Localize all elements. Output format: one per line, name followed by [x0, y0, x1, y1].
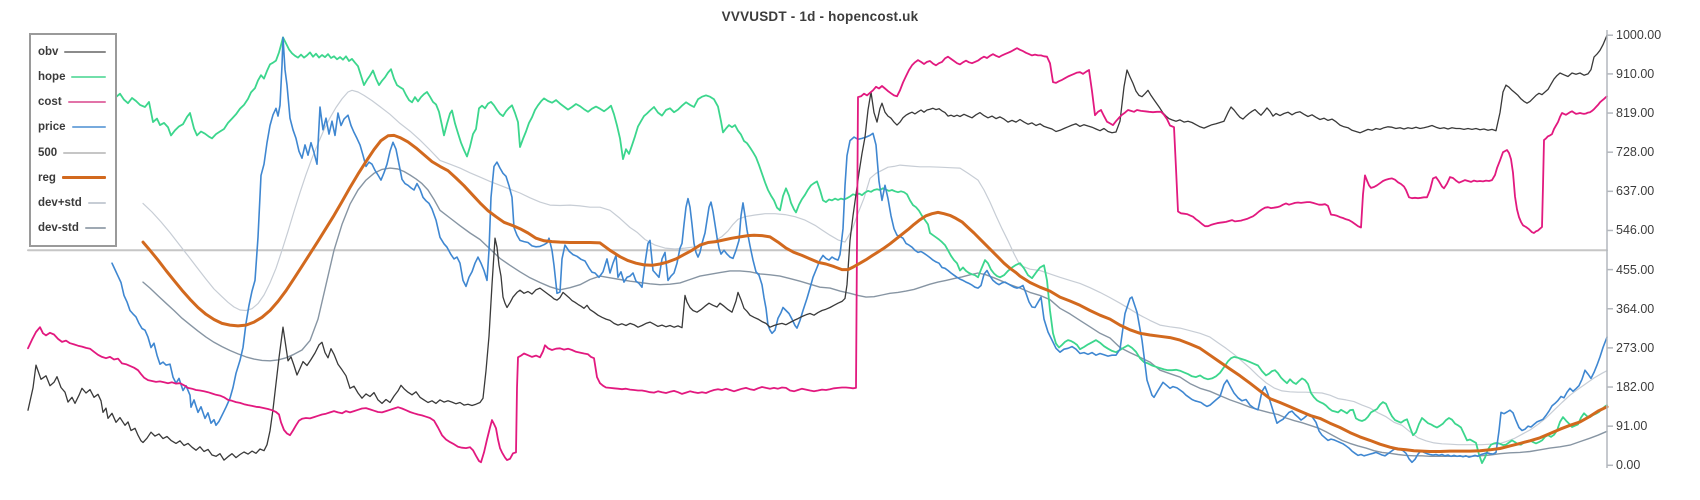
legend-label-hope: hope [38, 70, 66, 83]
legend-item-devminus[interactable]: dev-std [31, 222, 115, 234]
y-axis-tick-label: 910.00 [1616, 66, 1655, 81]
legend-label-devplus: dev+std [38, 197, 82, 210]
series-line-devminus [142, 167, 1608, 457]
legend-swatch-reg [61, 176, 106, 180]
legend-swatch-devminus [84, 227, 106, 230]
legend-item-obv[interactable]: obv [31, 46, 115, 58]
legend-label-level500: 500 [38, 146, 58, 159]
y-axis-tick-label: 455.00 [1616, 262, 1655, 277]
legend-label-devminus: dev-std [38, 222, 79, 235]
series-line-price [111, 36, 1608, 464]
y-axis-tick-label: 182.00 [1616, 380, 1655, 395]
legend-label-obv: obv [38, 45, 59, 58]
series-line-obv [27, 34, 1608, 461]
y-axis-tick-label: 273.00 [1616, 340, 1655, 355]
legend-label-reg: reg [38, 171, 56, 184]
y-axis-tick-label: 728.00 [1616, 145, 1655, 160]
chart-title: VVVUSDT - 1d - hopencost.uk [721, 9, 919, 24]
legend-item-price[interactable]: price [31, 121, 115, 133]
legend-item-hope[interactable]: hope [31, 71, 115, 83]
series-line-hope [115, 36, 1608, 465]
legend-item-reg[interactable]: reg [31, 172, 115, 184]
legend-swatch-cost [67, 101, 106, 104]
series-line-cost [27, 47, 1608, 464]
y-axis-tick-label: 637.00 [1616, 184, 1655, 199]
series-line-devplus [142, 89, 1608, 446]
y-axis-tick-label: 91.00 [1616, 419, 1648, 434]
legend-swatch-obv [64, 50, 106, 53]
legend-label-price: price [38, 121, 66, 134]
legend-swatch-price [71, 126, 106, 129]
legend-item-cost[interactable]: cost [31, 96, 115, 108]
legend-label-cost: cost [38, 96, 62, 109]
legend-item-level500[interactable]: 500 [31, 147, 115, 159]
y-axis-tick-label: 1000.00 [1616, 28, 1662, 43]
y-axis-tick-label: 364.00 [1616, 301, 1655, 316]
legend-swatch-hope [71, 75, 106, 78]
legend-box[interactable]: obv hope cost price 500 reg dev+std dev-std [29, 33, 117, 247]
y-axis-tick-label: 546.00 [1616, 223, 1655, 238]
legend-swatch-level500 [63, 151, 106, 154]
y-axis-tick-label: 819.00 [1616, 106, 1655, 121]
y-axis-tick-label: 0.00 [1616, 458, 1641, 473]
legend-swatch-devplus [87, 202, 106, 205]
legend-item-devplus[interactable]: dev+std [31, 197, 115, 209]
series-line-reg [141, 133, 1609, 453]
